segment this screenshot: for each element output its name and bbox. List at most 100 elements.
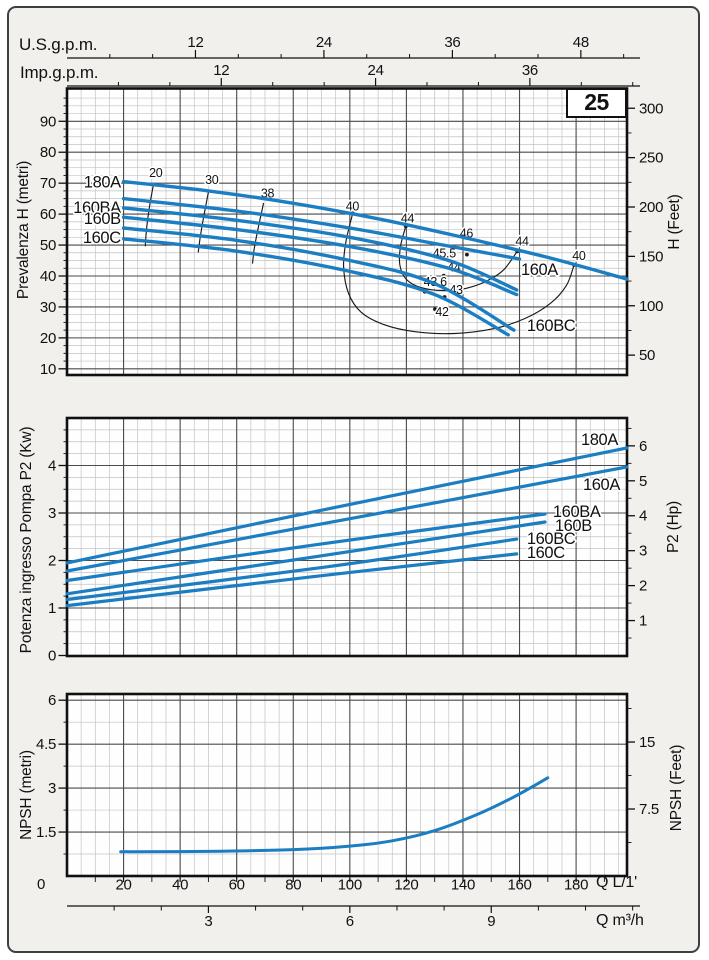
power-chart-y-tick-label: 0 — [48, 648, 56, 665]
npsh-chart-y-tick-label: 1.5 — [36, 824, 56, 841]
efficiency-point-label: 42 — [435, 305, 449, 319]
curve-label-160C: 160C — [527, 544, 565, 562]
imp-gpm-axis-title: Imp.g.p.m. — [20, 63, 99, 82]
curve-label-160A: 160A — [583, 476, 620, 494]
head-chart-y-tick-label: 90 — [40, 113, 56, 130]
head-chart-right-tick-label: 150 — [639, 248, 663, 265]
x-axis-label: 180 — [564, 877, 588, 894]
efficiency-contour — [342, 213, 575, 335]
head-chart-y-tick-label: 70 — [40, 175, 56, 192]
head-chart-y-tick-label: 10 — [40, 361, 56, 378]
curve-label-180A: 180A — [581, 431, 618, 449]
head-chart-y-tick-label: 30 — [40, 299, 56, 316]
top-scale-label: 24 — [316, 34, 332, 51]
power-chart-right-tick-label: 2 — [639, 578, 647, 595]
power-chart-y-tick-label: 2 — [48, 553, 56, 570]
efficiency-dot — [441, 273, 446, 278]
power-chart-right-tick-label: 5 — [639, 473, 647, 490]
curve-NPSH — [119, 776, 550, 854]
curve-label-160A: 160A — [521, 261, 558, 279]
curve-label-160B: 160B — [555, 517, 592, 535]
m3h-scale-label: 9 — [487, 913, 495, 930]
curve-160BC — [121, 226, 516, 332]
flow-m3h-axis-title: Q m³/h — [596, 912, 644, 929]
x-axis-label: 100 — [338, 877, 362, 894]
x-axis-label: 20 — [116, 877, 132, 894]
plate-number-badge: 25 — [566, 88, 627, 118]
efficiency-contour-label: 40 — [572, 249, 586, 263]
curve-160BA — [121, 206, 519, 292]
head-chart-y-tick-label: 60 — [40, 206, 56, 223]
curve-label-180A: 180A — [84, 174, 121, 192]
efficiency-contour-label: 20 — [149, 166, 163, 180]
head-metri-axis-title: Prevalenza H (metri) — [15, 160, 32, 300]
npsh-chart-frame — [65, 692, 629, 878]
curve-label-160BA: 160BA — [553, 503, 601, 521]
power-chart-y-tick-label: 4 — [48, 458, 56, 475]
npsh-metri-axis-title: NPSH (metri) — [18, 750, 35, 840]
power-chart-right-tick-label: 6 — [639, 438, 647, 455]
m3h-scale-label: 6 — [346, 913, 354, 930]
npsh-chart-y-tick-label: 3 — [48, 780, 56, 797]
flow-lmin-axis-title: Q L/1' — [596, 874, 637, 891]
efficiency-contour-label: 44 — [515, 234, 529, 248]
curve-160A — [65, 465, 629, 573]
us-gpm-axis-title: U.S.g.p.m. — [19, 35, 98, 54]
curve-160C — [121, 237, 510, 337]
npsh-chart-y-tick-label: 4.5 — [36, 736, 56, 753]
curve-label-160BC: 160BC — [527, 530, 576, 548]
x-axis-label: 60 — [229, 877, 245, 894]
x-axis-label: 80 — [285, 877, 301, 894]
curve-label-160B: 160B — [84, 210, 121, 228]
curve-160B — [121, 215, 519, 297]
x-axis-label: 120 — [394, 877, 418, 894]
curve-160BA — [65, 512, 547, 583]
power-chart-right-tick-label: 4 — [639, 508, 647, 525]
top-scale-label: 36 — [522, 62, 538, 79]
power-chart-y-tick-label: 3 — [48, 505, 56, 522]
efficiency-dot — [465, 252, 469, 257]
top-scale-label: 48 — [573, 34, 589, 51]
top-scale-label: 12 — [213, 62, 229, 79]
curve-160C — [65, 552, 519, 608]
npsh-chart-right-tick-label: 15 — [639, 734, 655, 751]
efficiency-dot — [433, 307, 437, 311]
curve-160BC — [65, 537, 519, 602]
npsh-chart-right-tick-label: 7.5 — [639, 801, 659, 818]
head-chart-y-tick-label: 80 — [40, 144, 56, 161]
top-scale-label: 36 — [444, 34, 460, 51]
efficiency-contour-label: 40 — [346, 199, 360, 213]
m3h-scale-label: 3 — [204, 913, 212, 930]
npsh-feet-axis-title: NPSH (Feet) — [668, 744, 685, 832]
head-feet-axis-title: H (Feet) — [666, 194, 683, 250]
efficiency-dot — [451, 251, 456, 255]
top-scale-label: 24 — [368, 62, 384, 79]
curve-label-160C: 160C — [83, 229, 121, 247]
power-chart-right-tick-label: 3 — [639, 543, 647, 560]
x-axis-label: 160 — [507, 877, 531, 894]
curve-160B — [65, 520, 547, 596]
power-chart-y-tick-label: 1 — [48, 600, 56, 617]
npsh-chart-y-tick-label: 6 — [48, 692, 56, 709]
x-axis-label: 140 — [451, 877, 475, 894]
curve-180A — [121, 179, 629, 281]
curve-label-160BC: 160BC — [527, 317, 576, 335]
top-scale-label: 12 — [187, 34, 203, 51]
efficiency-contour-label: 30 — [205, 173, 219, 187]
head-chart-right-tick-label: 200 — [639, 199, 663, 216]
x-axis-label: 40 — [172, 877, 188, 894]
head-chart-right-tick-label: 100 — [639, 298, 663, 315]
head-chart-right-tick-label: 300 — [639, 100, 663, 117]
power-hp-axis-title: P2 (Hp) — [665, 501, 682, 554]
head-chart-y-tick-label: 40 — [40, 268, 56, 285]
curve-label-160BA: 160BA — [73, 199, 121, 217]
head-chart-right-tick-label: 50 — [639, 347, 655, 364]
head-chart-right-tick-label: 250 — [639, 150, 663, 167]
origin-label: 0 — [37, 876, 45, 893]
npsh-chart-plot-area — [67, 694, 627, 876]
curve-180A — [65, 446, 629, 565]
head-chart-y-tick-label: 50 — [40, 237, 56, 254]
power-chart-right-tick-label: 1 — [639, 613, 647, 630]
head-chart-y-tick-label: 20 — [40, 330, 56, 347]
